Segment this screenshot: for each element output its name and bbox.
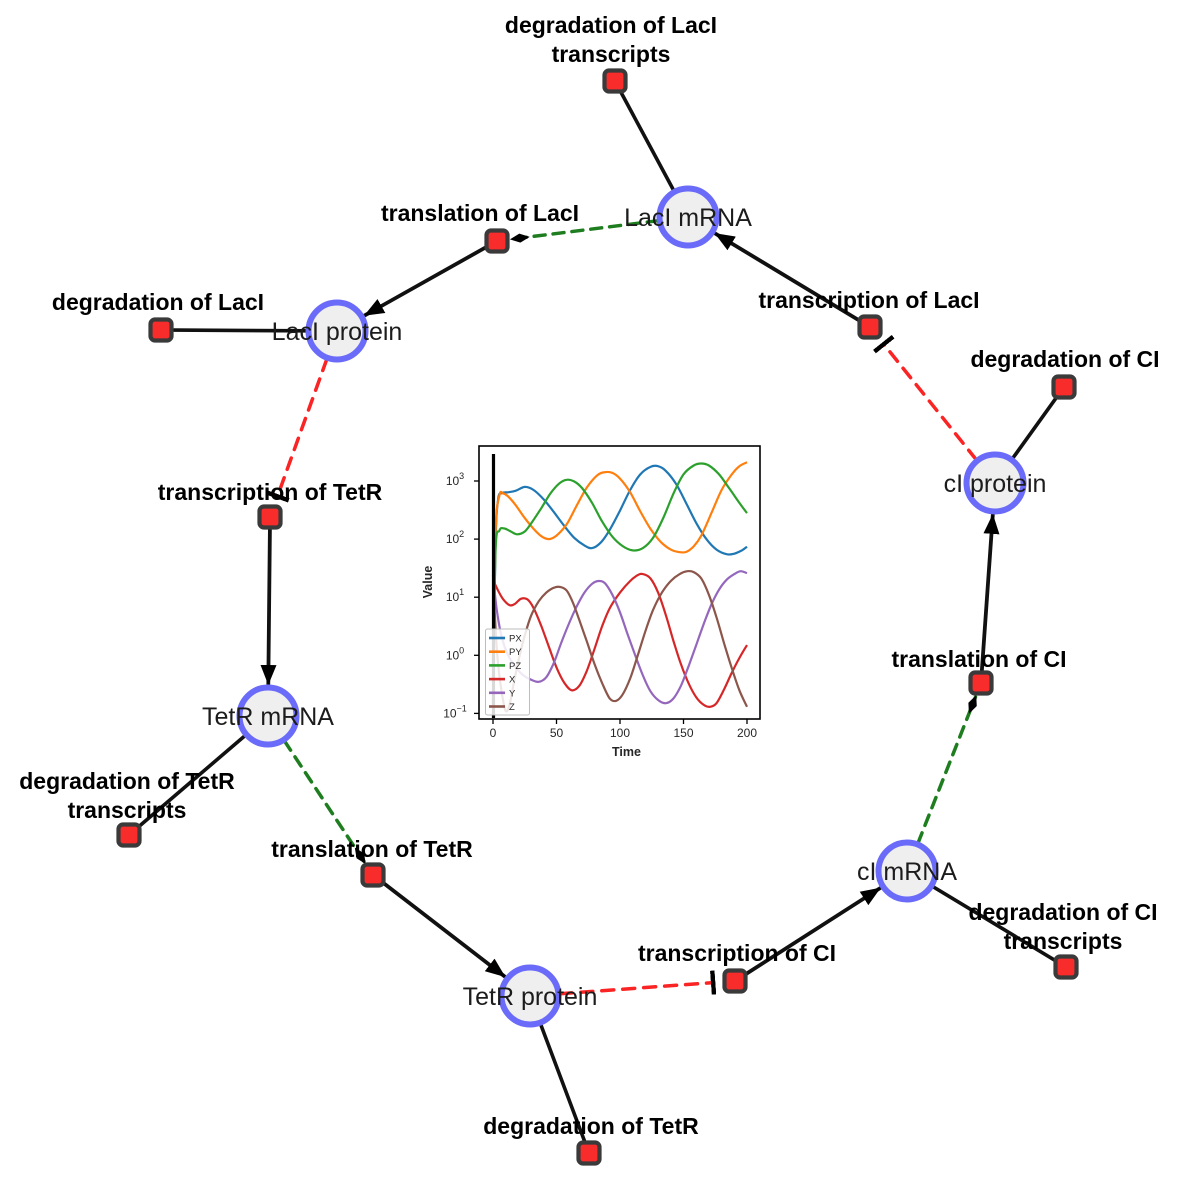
species-node-ci-protein bbox=[963, 451, 1027, 515]
reaction-node-transl-laci bbox=[484, 228, 510, 254]
reaction-label-transl-ci: translation of CI bbox=[891, 646, 1066, 672]
reaction-node-deg-tetr bbox=[576, 1140, 602, 1166]
legend-label-PZ: PZ bbox=[509, 661, 521, 672]
species-label-ci-mrna: cI mRNA bbox=[857, 858, 957, 886]
reaction-label-deg-laci: degradation of LacI bbox=[52, 289, 264, 315]
legend-label-Y: Y bbox=[509, 688, 516, 699]
edge-product-transl_laci-laci_protein bbox=[362, 245, 488, 318]
species-node-ci-mrna bbox=[875, 839, 939, 903]
species-label-laci-protein: LacI protein bbox=[272, 318, 403, 346]
y-axis-label: Value bbox=[421, 566, 435, 599]
series-PZ bbox=[491, 462, 748, 704]
reaction-label-deg-tetr: degradation of TetR bbox=[483, 1113, 699, 1139]
y-tick-label: 101 bbox=[446, 587, 464, 604]
reaction-node-deg-laci bbox=[148, 317, 174, 343]
species-label-ci-protein: cI protein bbox=[944, 470, 1047, 498]
edge-product-transc_laci-laci_mrna bbox=[713, 231, 861, 323]
x-tick-label: 50 bbox=[550, 726, 564, 740]
x-axis-label: Time bbox=[612, 745, 641, 759]
reaction-node-transl-ci bbox=[968, 670, 994, 696]
edge-modifier-laci_mrna-transl_laci bbox=[509, 218, 660, 243]
edge-product-transc_tetr-tetr_mrna bbox=[260, 528, 277, 686]
y-tick-label: 102 bbox=[446, 529, 464, 546]
species-label-tetr-protein: TetR protein bbox=[463, 983, 598, 1011]
reaction-label-transl-tetr: translation of TetR bbox=[271, 836, 473, 862]
species-node-laci-protein bbox=[305, 299, 369, 363]
reaction-label-deg-ci: degradation of CI bbox=[970, 346, 1159, 372]
edge-reactant-ci_protein-deg_ci bbox=[1010, 395, 1059, 461]
inset-timecourse-chart: 0 50 100 150 20010−1100101102103TimeValuePXP… bbox=[421, 445, 761, 759]
edge-reactant-tetr_protein-deg_tetr bbox=[538, 1022, 587, 1143]
series-Y bbox=[491, 570, 748, 705]
species-node-tetr-mrna bbox=[236, 684, 300, 748]
reaction-label-transc-tetr: transcription of TetR bbox=[158, 479, 383, 505]
legend-label-Z: Z bbox=[509, 702, 515, 713]
edge-reactant-ci_mrna-deg_ci_tx bbox=[930, 884, 1057, 963]
edge-inhibition-laci_protein-transc_tetr bbox=[265, 357, 329, 503]
reaction-node-transc-tetr bbox=[257, 504, 283, 530]
x-tick-label: 100 bbox=[610, 726, 630, 740]
reaction-label-deg-ci-tx: degradation of CI transcripts bbox=[968, 899, 1157, 954]
reaction-node-transl-tetr bbox=[360, 862, 386, 888]
labels-layer: LacI mRNA LacI protein cI protein TetR mRNA… bbox=[19, 12, 1159, 1139]
edges-layer bbox=[137, 90, 1059, 1143]
y-tick-label: 103 bbox=[446, 471, 464, 488]
species-node-laci-mrna bbox=[656, 185, 720, 249]
legend-label-X: X bbox=[509, 675, 516, 686]
x-tick-label: 0 bbox=[490, 726, 497, 740]
edge-reactant-laci_protein-deg_laci bbox=[172, 328, 309, 333]
x-tick-label: 200 bbox=[737, 726, 757, 740]
y-tick-label: 100 bbox=[446, 645, 464, 662]
reaction-label-deg-laci-tx: degradation of LacI transcripts bbox=[505, 12, 717, 67]
reaction-node-transc-ci bbox=[722, 968, 748, 994]
legend-box bbox=[485, 628, 530, 716]
reaction-label-deg-tetr-tx: degradation of TetR transcripts bbox=[19, 768, 235, 823]
edge-reactant-laci_mrna-deg_laci_tx bbox=[619, 90, 676, 193]
y-tick-label: 10−1 bbox=[443, 703, 467, 720]
legend-label-PY: PY bbox=[509, 647, 522, 658]
edge-product-transl_ci-ci_protein bbox=[980, 513, 1000, 672]
legend-label-PX: PX bbox=[509, 634, 522, 645]
nodes-layer bbox=[116, 68, 1079, 1166]
edge-modifier-ci_mrna-transl_ci bbox=[916, 695, 978, 845]
reaction-node-transc-laci bbox=[857, 314, 883, 340]
edge-modifier-tetr_mrna-transl_tetr bbox=[282, 739, 367, 865]
reaction-node-deg-ci-tx bbox=[1053, 954, 1079, 980]
edge-inhibition-tetr_protein-transc_ci bbox=[558, 970, 717, 996]
reaction-label-transc-ci: transcription of CI bbox=[638, 940, 836, 966]
edge-reactant-tetr_mrna-deg_tetr_tx bbox=[137, 733, 247, 829]
reaction-node-deg-tetr-tx bbox=[116, 822, 142, 848]
edge-inhibition-ci_protein-transc_laci bbox=[872, 334, 978, 462]
reaction-label-transl-laci: translation of LacI bbox=[381, 200, 579, 226]
reaction-label-transc-laci: transcription of LacI bbox=[758, 287, 979, 313]
chart-legend: PX PY PZ XYZ bbox=[485, 628, 530, 716]
edge-product-transc_ci-ci_mrna bbox=[744, 886, 882, 976]
species-node-tetr-protein bbox=[498, 964, 562, 1028]
series-PY bbox=[491, 461, 748, 704]
reaction-node-deg-laci-tx bbox=[602, 68, 628, 94]
species-label-laci-mrna: LacI mRNA bbox=[624, 204, 752, 232]
reaction-node-deg-ci bbox=[1051, 374, 1077, 400]
x-tick-label: 150 bbox=[673, 726, 693, 740]
edge-product-transl_tetr-tetr_protein bbox=[381, 881, 507, 979]
species-label-tetr-mrna: TetR mRNA bbox=[202, 703, 334, 731]
